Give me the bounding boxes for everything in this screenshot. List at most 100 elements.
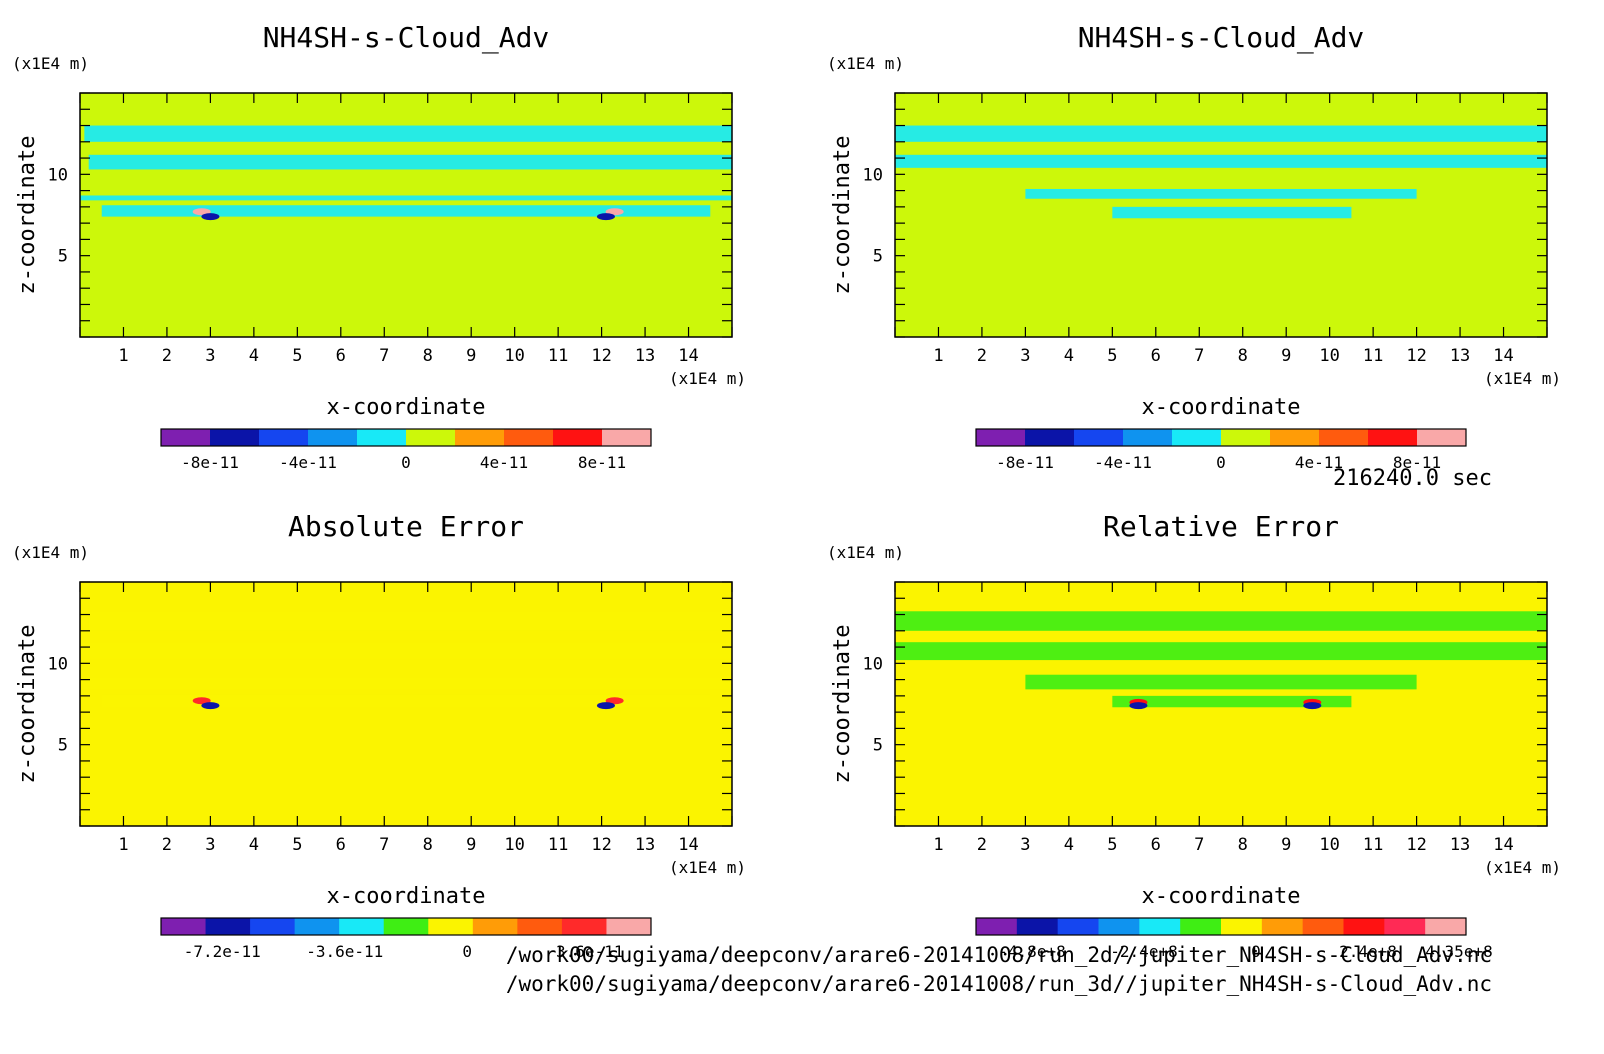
colorbar-segment (383, 918, 429, 935)
colorbar-segment (339, 918, 385, 935)
field-extremum (605, 697, 624, 705)
colorbar-segment (1343, 918, 1385, 935)
x-tick-label: 7 (379, 346, 389, 366)
field-band (88, 154, 732, 170)
field-extremum (596, 213, 615, 221)
footer-path-1: /work00/sugiyama/deepconv/arare6-2014100… (505, 943, 1492, 967)
x-tick-label: 6 (336, 835, 346, 855)
plot-frame (894, 92, 1548, 338)
x-tick-label: 12 (591, 835, 611, 855)
field-band (1025, 188, 1417, 199)
x-tick-label: 3 (1020, 346, 1030, 366)
colorbar-tick-label: -8e-11 (181, 453, 239, 472)
x-tick-label: 2 (162, 346, 172, 366)
plot-frame (894, 581, 1548, 827)
x-tick-label: 1 (118, 346, 128, 366)
x-tick-label: 9 (466, 346, 476, 366)
colorbar-tick-label: -7.2e-11 (184, 942, 261, 961)
colorbar-tick-label: -3.6e-11 (306, 942, 383, 961)
colorbar-segment (161, 918, 207, 935)
x-tick-label: 14 (1493, 346, 1513, 366)
x-tick-label: 12 (1406, 835, 1426, 855)
colorbar-segment (1139, 918, 1181, 935)
field-band (1025, 674, 1417, 690)
x-tick-label: 1 (118, 835, 128, 855)
x-tick-label: 14 (678, 346, 698, 366)
y-unit-label: (x1E4 m) (827, 54, 904, 73)
colorbar-frame (975, 428, 1467, 447)
field-extremum (201, 702, 220, 710)
field-band (101, 694, 711, 708)
y-unit-label: (x1E4 m) (12, 543, 89, 562)
x-tick-label: 13 (1450, 835, 1470, 855)
colorbar-tick-label: 0 (401, 453, 411, 472)
colorbar-segment (1221, 918, 1263, 935)
x-tick-label: 10 (504, 835, 524, 855)
colorbar-segment (406, 429, 456, 446)
colorbar-segment (1302, 918, 1344, 935)
y-tick-label: 10 (863, 165, 883, 185)
colorbar-segment (455, 429, 505, 446)
y-tick-label: 10 (48, 165, 68, 185)
plot-title: NH4SH-s-Cloud_Adv (263, 21, 550, 55)
colorbar-segment (1123, 429, 1173, 446)
y-unit-label: (x1E4 m) (827, 543, 904, 562)
x-axis-label: x-coordinate (327, 395, 486, 420)
x-tick-label: 5 (292, 835, 302, 855)
plot-title: NH4SH-s-Cloud_Adv (1078, 21, 1365, 55)
colorbar-segment (1417, 429, 1467, 446)
footer-path-2: /work00/sugiyama/deepconv/arare6-2014100… (505, 972, 1492, 996)
x-tick-label: 6 (1151, 835, 1161, 855)
x-tick-label: 4 (249, 835, 259, 855)
colorbar-tick-label: -8e-11 (996, 453, 1054, 472)
time-label: 216240.0 sec (1333, 466, 1492, 491)
colorbar-segment (1368, 429, 1418, 446)
field-band (101, 205, 711, 217)
field-band (80, 677, 732, 690)
colorbar-segment (1172, 429, 1222, 446)
x-tick-label: 5 (1107, 346, 1117, 366)
x-tick-label: 7 (1194, 346, 1204, 366)
field-band (80, 195, 732, 201)
colorbar-tick-label: 0 (462, 942, 472, 961)
x-axis-label: x-coordinate (1142, 884, 1301, 909)
x-tick-label: 8 (1238, 835, 1248, 855)
x-tick-label: 14 (1493, 835, 1513, 855)
x-unit-label: (x1E4 m) (1484, 369, 1561, 388)
colorbar-frame (975, 917, 1467, 936)
field-band (88, 611, 732, 631)
x-tick-label: 10 (504, 346, 524, 366)
field-extremum (605, 208, 624, 216)
field-band (895, 611, 1547, 631)
colorbar-segment (1098, 918, 1140, 935)
x-tick-label: 6 (336, 346, 346, 366)
colorbar-segment (1074, 429, 1124, 446)
x-tick-label: 1 (933, 835, 943, 855)
colorbar-segment (210, 429, 260, 446)
colorbar-tick-label: 8e-11 (1393, 453, 1441, 472)
field-band (895, 154, 1547, 168)
x-tick-label: 10 (1319, 346, 1339, 366)
field-band (84, 125, 732, 142)
colorbar-segment (250, 918, 296, 935)
colorbar-segment (472, 918, 518, 935)
x-tick-label: 11 (1363, 346, 1383, 366)
field-band (80, 642, 732, 659)
x-tick-label: 3 (1020, 835, 1030, 855)
colorbar-segment (1319, 429, 1369, 446)
colorbar-segment (1180, 918, 1222, 935)
y-axis-label: z-coordinate (15, 136, 40, 295)
colorbar-tick-label: 4e-11 (480, 453, 528, 472)
x-tick-label: 4 (1064, 346, 1074, 366)
field-extremum (1303, 702, 1322, 710)
x-tick-label: 9 (1281, 346, 1291, 366)
x-tick-label: 1 (933, 346, 943, 366)
panel-2: NH4SH-s-Cloud_Adv(x1E4 m)1 2 3 4 5 6 7 8 9 10 11 12… (827, 21, 1561, 472)
x-tick-label: 10 (1319, 835, 1339, 855)
colorbar-tick-label: 2.4e+8 (1339, 942, 1397, 961)
colorbar-segment (504, 429, 554, 446)
colorbar-segment (976, 918, 1018, 935)
x-tick-label: 7 (379, 835, 389, 855)
y-tick-label: 10 (48, 654, 68, 674)
colorbar-segment (1025, 429, 1075, 446)
